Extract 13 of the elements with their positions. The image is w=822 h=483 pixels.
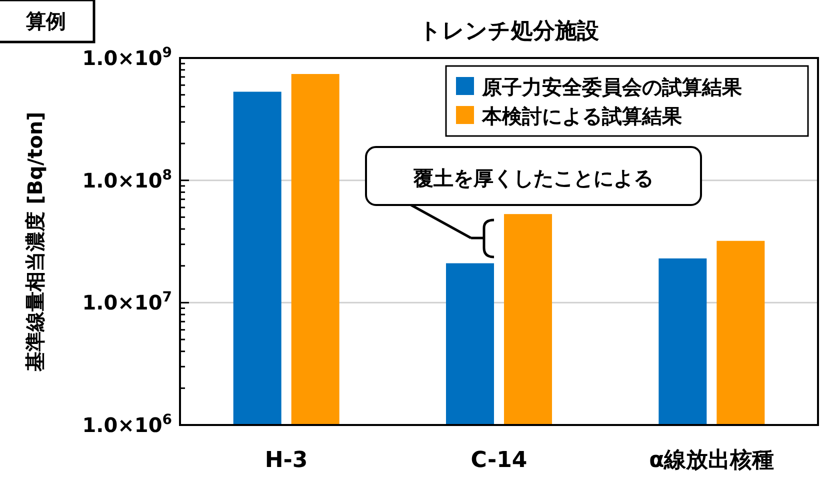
y-axis-title: 基準線量相当濃度 [Bq/ton] xyxy=(23,112,47,372)
y-tick-label: 1.0×10$^{6}$ xyxy=(82,412,172,437)
y-tick-label: 1.0×10$^{7}$ xyxy=(82,290,172,315)
legend-label: 本検討による試算結果 xyxy=(481,104,683,128)
chart-title: トレンチ処分施設 xyxy=(419,19,600,44)
x-tick-label: C-14 xyxy=(470,448,528,473)
text: 算例 xyxy=(25,9,66,33)
y-tick-label: 1.0×10$^{9}$ xyxy=(82,45,172,70)
x-tick-label: α線放出核種 xyxy=(649,448,774,473)
y-tick-label: 1.0×10$^{8}$ xyxy=(82,167,172,192)
legend-label: 原子力安全委員会の試算結果 xyxy=(481,75,743,99)
x-tick-label: H-3 xyxy=(264,448,308,473)
annotation: 覆土を厚くしたことによる xyxy=(412,166,654,190)
